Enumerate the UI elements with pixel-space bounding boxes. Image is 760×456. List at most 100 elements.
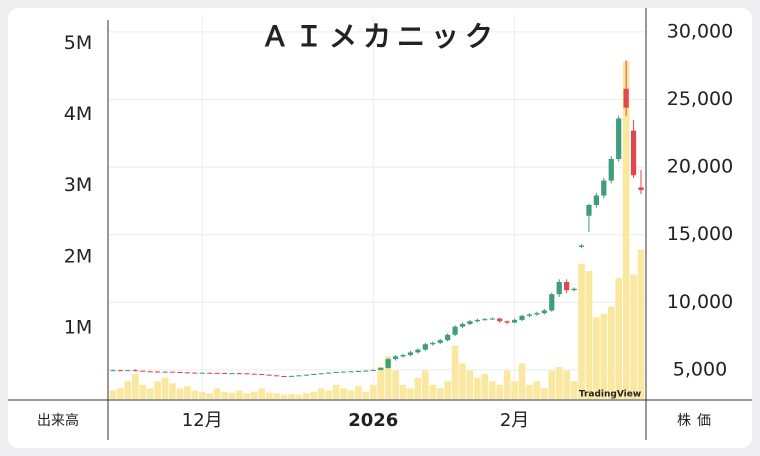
volume-bar bbox=[392, 370, 399, 399]
candle-body bbox=[445, 334, 451, 341]
volume-bar bbox=[310, 391, 318, 399]
volume-bar bbox=[117, 388, 124, 399]
candle-body bbox=[155, 371, 161, 373]
volume-bar bbox=[488, 381, 496, 399]
volume-bar bbox=[228, 392, 236, 399]
volume-bar bbox=[109, 390, 117, 399]
candle-body bbox=[214, 372, 220, 374]
candle-body bbox=[407, 352, 414, 356]
candle-body bbox=[422, 344, 428, 350]
candle-body bbox=[177, 371, 183, 373]
candle-body bbox=[326, 372, 332, 374]
candle-body bbox=[623, 88, 629, 108]
volume-bar bbox=[340, 388, 347, 399]
candle-body bbox=[385, 359, 391, 368]
candle-body bbox=[363, 370, 369, 372]
candle-body bbox=[199, 372, 205, 374]
candle-body bbox=[340, 371, 347, 373]
volume-tick-label: 1M bbox=[64, 316, 92, 338]
volume-bar bbox=[221, 391, 228, 399]
volume-bar bbox=[533, 381, 541, 399]
volume-tick-label: 3M bbox=[64, 174, 92, 196]
candle-body bbox=[564, 282, 570, 291]
volume-bar bbox=[555, 367, 563, 399]
volume-bar bbox=[384, 356, 392, 399]
x-tick-label: 2026 bbox=[348, 410, 398, 431]
candle-body bbox=[616, 118, 622, 159]
volume-bar bbox=[615, 278, 623, 399]
y-tick-label: 15,000 bbox=[667, 223, 733, 245]
candle-body bbox=[348, 371, 354, 373]
candle-body bbox=[593, 195, 599, 205]
candle-body bbox=[259, 373, 265, 375]
candle-body bbox=[415, 349, 421, 353]
candle-body bbox=[474, 319, 480, 322]
candle-body bbox=[638, 187, 644, 191]
x-tick-label: 2月 bbox=[500, 410, 529, 431]
volume-bar bbox=[600, 313, 608, 399]
candle-body bbox=[125, 370, 131, 372]
y-tick-label: 30,000 bbox=[667, 20, 733, 42]
volume-bar bbox=[303, 393, 310, 399]
watermark: TradingView bbox=[579, 390, 641, 400]
candle-body bbox=[274, 375, 280, 377]
volume-bar bbox=[622, 61, 630, 399]
volume-bar bbox=[362, 391, 370, 399]
volume-bar bbox=[288, 394, 295, 399]
candle-body bbox=[541, 310, 547, 314]
candle-body bbox=[504, 321, 510, 323]
volume-bar bbox=[607, 306, 615, 399]
volume-bar bbox=[593, 317, 600, 399]
volume-bar bbox=[243, 393, 251, 399]
volume-bar bbox=[176, 388, 184, 399]
volume-bar bbox=[474, 377, 481, 399]
candle-body bbox=[162, 371, 168, 373]
volume-bar bbox=[563, 370, 570, 399]
volume-bar bbox=[236, 390, 243, 399]
candle-body bbox=[244, 373, 250, 375]
volume-tick-label: 5M bbox=[64, 32, 92, 54]
volume-bar bbox=[161, 377, 169, 399]
candle-body bbox=[355, 371, 362, 373]
volume-bar bbox=[369, 384, 377, 399]
candle-body bbox=[601, 180, 607, 196]
volume-bar bbox=[578, 263, 585, 399]
volume-bar bbox=[347, 390, 355, 399]
volume-bar bbox=[169, 383, 176, 399]
volume-bar bbox=[355, 386, 362, 399]
candle-body bbox=[207, 372, 213, 374]
candle-body bbox=[192, 372, 198, 374]
candle-body bbox=[296, 375, 302, 377]
x-tick-label: 12月 bbox=[182, 410, 223, 431]
volume-bar bbox=[154, 381, 161, 399]
candle-body bbox=[318, 373, 324, 375]
candle-body bbox=[630, 130, 637, 176]
volume-bar bbox=[496, 384, 504, 399]
candle-body bbox=[169, 371, 176, 373]
candle-body bbox=[571, 288, 577, 291]
candle-body bbox=[236, 373, 243, 375]
label-layer: 5,000 10,000 15,000 20,000 25,000 30,000 1M 2M 3… bbox=[64, 20, 733, 431]
candle-body bbox=[511, 319, 518, 323]
volume-bar bbox=[191, 390, 199, 399]
candle-body bbox=[221, 373, 228, 375]
volume-bar bbox=[273, 393, 280, 399]
volume-bar bbox=[451, 345, 459, 399]
candle-body bbox=[229, 373, 235, 375]
volume-bar bbox=[258, 388, 266, 399]
candle-body bbox=[459, 323, 466, 327]
candle-body bbox=[534, 313, 540, 315]
candle-body bbox=[497, 318, 503, 322]
candle-body bbox=[266, 374, 272, 376]
volume-bar bbox=[444, 381, 451, 399]
candle-body bbox=[608, 159, 614, 181]
volume-bar bbox=[124, 381, 132, 399]
y-tick-label: 5,000 bbox=[673, 358, 727, 380]
candle-body bbox=[392, 356, 399, 360]
y-tick-label: 20,000 bbox=[667, 156, 733, 178]
candle-body bbox=[586, 204, 592, 216]
candle-body bbox=[370, 369, 376, 371]
volume-layer bbox=[109, 61, 645, 399]
